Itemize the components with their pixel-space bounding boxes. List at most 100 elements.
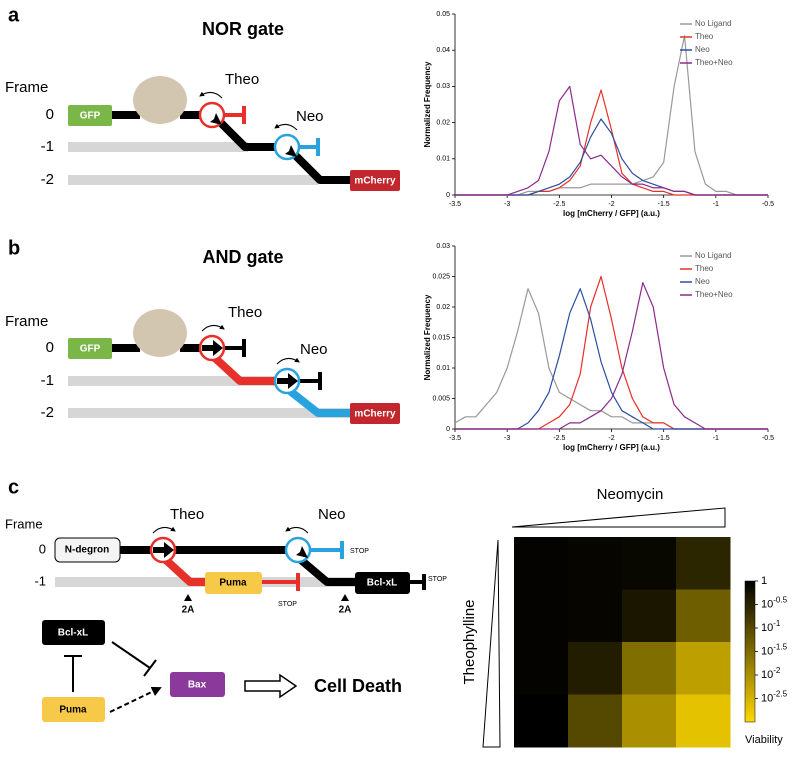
heatmap-cell — [568, 589, 623, 643]
heatmap-cell — [676, 589, 731, 643]
node-label: Puma — [59, 705, 87, 716]
y-tick-label: 0.05 — [436, 11, 450, 18]
arrow — [290, 542, 308, 558]
gfp-label: GFP — [80, 344, 101, 355]
y-axis-label: Theophylline — [461, 599, 478, 684]
x-tick-label: -1 — [713, 201, 719, 208]
track — [212, 355, 278, 385]
track — [163, 557, 207, 586]
curve-arrow — [201, 324, 225, 332]
bcl-label: Bcl-xL — [367, 578, 398, 589]
arrow — [277, 373, 298, 389]
series-line — [454, 288, 768, 430]
track — [217, 119, 352, 184]
gate-title: NOR gate — [202, 19, 284, 39]
heatmap-cell — [622, 694, 677, 748]
outcome: Cell Death — [314, 676, 402, 696]
heatmap-cell — [568, 537, 623, 590]
frame-label: Frame — [5, 516, 43, 531]
node-label: Bax — [188, 680, 207, 691]
ligand: Theo — [228, 304, 262, 321]
legend-label: Neo — [695, 277, 710, 286]
x-tick-label: -1.5 — [658, 435, 670, 442]
frame-track — [68, 175, 318, 185]
x-tick-label: -2 — [608, 201, 614, 208]
track — [287, 387, 352, 417]
frame: 0 — [39, 541, 46, 556]
arrow — [202, 340, 223, 356]
axis — [454, 14, 768, 196]
ligand: Neo — [300, 341, 328, 358]
ligand: Theo — [225, 71, 259, 88]
x-tick-label: -2 — [608, 435, 614, 442]
x-tick-label: -0.5 — [762, 435, 774, 442]
heatmap-cell — [568, 694, 623, 748]
y-axis-label: Normalized Frequency — [423, 61, 432, 147]
degron-box — [54, 537, 121, 563]
mcherry-label: mCherry — [354, 409, 396, 420]
stop — [224, 339, 246, 357]
and-diagram: b AND gate Frame 0 -1 -2 Theo Neo GFP mC… — [5, 237, 400, 424]
x-tick-label: -3.5 — [449, 435, 461, 442]
panel-label: b — [8, 237, 20, 259]
heatmap-cell — [622, 589, 677, 643]
heatmap-cell — [676, 694, 731, 748]
y-tick-label: 0.02 — [436, 304, 450, 311]
frame-track — [68, 142, 248, 152]
colorbar — [744, 580, 756, 723]
frame-label: Frame — [5, 313, 48, 330]
y-tick-label: 0.04 — [436, 47, 450, 54]
x-axis-label: log [mCherry / GFP] (a.u.) — [563, 443, 660, 452]
node-label: Bcl-xL — [58, 628, 89, 639]
frame: -1 — [41, 138, 54, 155]
heatmap-cell — [676, 537, 731, 590]
colorbar-label: Viability — [745, 734, 783, 746]
legend-label: No Ligand — [695, 19, 731, 28]
frame-track — [68, 376, 278, 386]
frame: -1 — [34, 573, 46, 588]
inhibition — [111, 641, 157, 677]
puma-node — [42, 697, 105, 722]
axis — [454, 246, 768, 430]
frame-label: Frame — [5, 79, 48, 96]
arrow — [279, 141, 297, 157]
heatmap-cell — [622, 537, 677, 590]
stop-label: STOP — [428, 576, 447, 583]
frame: 0 — [46, 106, 54, 123]
y-tick-label: 0.005 — [432, 395, 450, 402]
frame: -1 — [41, 372, 54, 389]
track — [298, 556, 357, 586]
gfp-label: GFP — [80, 111, 101, 122]
result-arrow — [244, 673, 298, 699]
stop-label: STOP — [350, 548, 369, 555]
y-tick-label: 0.02 — [436, 119, 450, 126]
x-tick-label: -2.5 — [553, 201, 565, 208]
legend-label: Theo+Neo — [695, 290, 733, 299]
x-axis-label: Neomycin — [597, 486, 664, 503]
legend-label: Theo — [695, 32, 714, 41]
activation — [109, 686, 162, 713]
bax-node — [170, 672, 225, 697]
panel-label: a — [8, 4, 20, 26]
curve-arrow — [276, 357, 300, 365]
gfp-box — [68, 338, 112, 359]
colorbar-tick-label: 1 — [761, 575, 767, 587]
gfp-box — [68, 105, 112, 126]
y-tick-label: 0.025 — [432, 273, 450, 280]
y-tick-label: 0 — [446, 426, 450, 433]
x-tick-label: -0.5 — [762, 201, 774, 208]
colorbar-tick-label: 10-1.5 — [761, 643, 788, 658]
x-tick-label: -1 — [713, 435, 719, 442]
x-tick-label: -3 — [504, 435, 510, 442]
frame-track — [68, 408, 353, 418]
legend-label: Theo — [695, 264, 714, 273]
circuit-diagram: c Frame 0 -1 Theo Neo STOP STOP STOP N-d… — [5, 476, 447, 722]
puma-box — [205, 572, 262, 594]
heatmap-cell — [622, 642, 677, 695]
stop — [299, 372, 322, 390]
heatmap-cell — [514, 537, 569, 590]
cleavage-marker — [341, 594, 349, 601]
colorbar-tick-label: 10-2 — [761, 666, 781, 681]
series-line — [455, 282, 768, 430]
